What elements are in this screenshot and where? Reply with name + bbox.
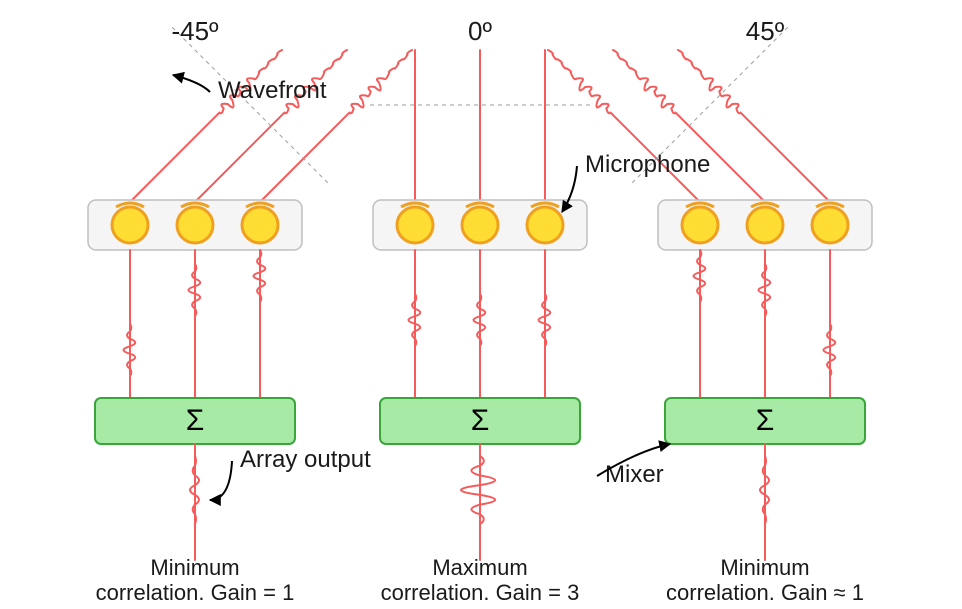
angle-label-left: -45º [171,16,219,46]
annotation-label-wavefront: Wavefront [218,77,327,104]
incoming-wave-left-0 [130,50,282,202]
caption2-right: correlation. Gain ≈ 1 [666,580,864,605]
mixer-sigma-right: Σ [756,404,775,437]
annotation-arrow-wavefront [173,75,210,92]
caption1-right: Minimum [720,555,809,580]
caption1-center: Maximum [432,555,527,580]
incoming-wave-right-2 [678,50,830,202]
annotation-label-mixer: Mixer [605,461,664,488]
annotation-label-microphone: Microphone [585,151,710,178]
microphone-center-0 [397,207,433,243]
microphone-left-2 [242,207,278,243]
microphone-right-2 [812,207,848,243]
out-burst-center [461,456,495,524]
angle-label-right: 45º [746,16,785,46]
microphone-left-1 [177,207,213,243]
microphone-right-0 [682,207,718,243]
microphone-left-0 [112,207,148,243]
angle-label-center: 0º [468,16,492,46]
caption2-left: correlation. Gain = 1 [96,580,295,605]
annotation-label-array_output: Array output [240,446,371,473]
wavefront-guide-left [172,27,328,183]
microphone-center-2 [527,207,563,243]
incoming-wave-left-2 [260,50,412,202]
microphone-right-1 [747,207,783,243]
microphone-center-1 [462,207,498,243]
mixer-sigma-center: Σ [471,404,490,437]
caption1-left: Minimum [150,555,239,580]
mixer-sigma-left: Σ [186,404,205,437]
annotation-arrow-array_output [210,461,232,500]
caption2-center: correlation. Gain = 3 [381,580,580,605]
incoming-wave-right-0 [548,50,700,202]
